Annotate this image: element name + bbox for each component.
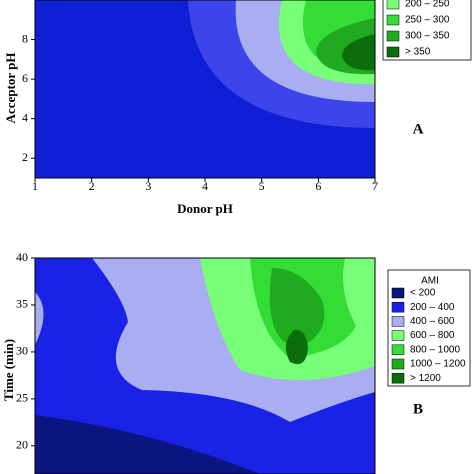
y-tick-label: 25 [16,391,28,405]
legend-swatch [391,372,405,384]
legend-label: 800 – 1000 [410,344,460,355]
legend-label: 600 – 800 [410,330,455,341]
legend-swatch [391,316,405,327]
legend-label: 250 – 300 [405,15,450,26]
legend: AMI< 200 200 – 400 400 – 600 600 – 800 800 –… [387,269,471,387]
plot-frame [34,257,376,474]
y-tick-label: 40 [16,250,28,264]
y-tick-label: 30 [16,344,28,358]
legend-swatch [386,30,400,42]
legend-swatch [386,46,400,58]
x-tick-label: 7 [372,179,378,193]
legend-swatch [391,301,405,313]
y-axis-label: Time (min) [1,339,16,401]
x-tick-label: 1 [32,179,38,193]
y-tick-label: 35 [16,297,28,311]
x-tick-label: 2 [89,179,95,193]
contour-region [35,292,44,345]
legend-swatch [391,287,405,299]
legend-label: 300 – 350 [405,31,450,42]
y-axis-label: Acceptor pH [3,53,18,124]
legend-swatch [391,358,405,370]
legend-swatch [386,14,400,26]
panel-label: A [413,121,424,137]
x-tick-label: 6 [315,179,321,193]
contour-region [269,268,325,348]
y-tick-label: 20 [16,438,28,452]
panel-label: B [413,401,423,417]
legend-title: AMI [421,276,439,287]
legend-swatch [391,344,405,356]
y-tick-label: 8 [22,31,28,45]
legend-label: 400 – 600 [410,316,455,327]
legend: 200 – 250 250 – 300 300 – 350 > 350 [382,0,472,61]
y-tick-label: 2 [22,150,28,164]
contour-region [35,415,260,474]
x-axis-label: Donor pH [177,201,233,216]
contour-region [285,329,308,365]
x-tick-label: 4 [202,179,208,193]
x-tick-label: 5 [259,179,265,193]
legend-label: < 200 [410,288,436,299]
legend-label: > 350 [405,47,431,58]
legend-swatch [391,330,405,341]
y-tick-label: 6 [22,71,28,85]
legend-label: 1000 – 1200 [410,359,466,370]
plot-area [35,258,375,474]
y-tick-label: 4 [22,110,28,124]
legend-label: 200 – 250 [405,0,450,10]
x-tick-label: 3 [145,179,151,193]
plot-area [35,0,375,178]
legend-swatch [386,0,400,10]
contour-region [342,34,375,71]
legend-label: 200 – 400 [410,302,455,313]
legend-label: > 1200 [410,373,441,384]
